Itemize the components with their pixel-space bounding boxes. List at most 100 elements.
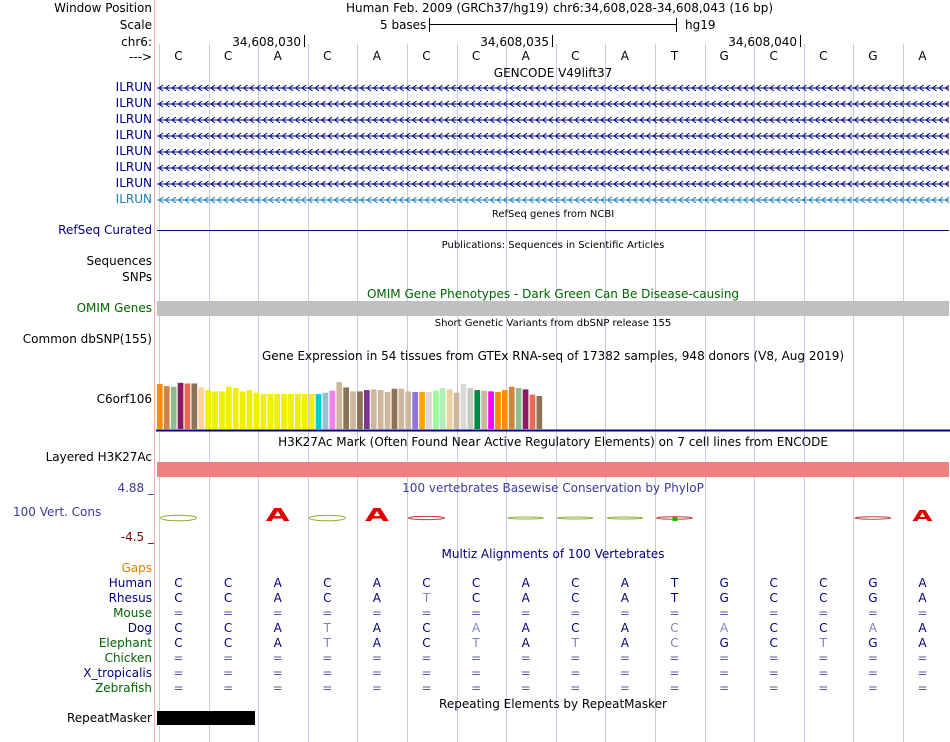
gencode-transcript-line[interactable] <box>157 195 949 205</box>
gencode-transcript-line[interactable] <box>157 99 949 109</box>
gencode-transcript-label[interactable]: ILRUN <box>115 192 152 206</box>
omim-label[interactable]: OMIM Genes <box>76 301 152 315</box>
alignment-base: C <box>819 576 828 590</box>
dbsnp-label[interactable]: Common dbSNP(155) <box>22 332 152 346</box>
gtex-tissue-bar <box>419 392 425 429</box>
ruler-tick-label: 34,608,040 <box>728 35 797 49</box>
alignment-base: = <box>619 681 630 695</box>
gtex-gene-label[interactable]: C6orf106 <box>96 392 152 406</box>
gencode-transcript-label[interactable]: ILRUN <box>115 160 152 174</box>
gtex-tissue-bar <box>384 392 391 429</box>
gencode-transcript-label[interactable]: ILRUN <box>115 96 152 110</box>
alignment-base: = <box>570 666 581 680</box>
phylop-label[interactable]: 100 Vert. Cons <box>13 505 102 519</box>
gtex-tissue-bar <box>364 390 370 429</box>
window-position-label: Window Position <box>54 1 152 15</box>
alignment-base: = <box>768 606 779 620</box>
gtex-tissue-bar <box>467 388 474 429</box>
strand-arrow-label: ---> <box>128 50 152 64</box>
alignment-base: = <box>173 681 184 695</box>
repeatmasker-label[interactable]: RepeatMasker <box>66 711 152 725</box>
alignment-base: = <box>520 681 531 695</box>
gtex-tissue-bar <box>398 388 405 429</box>
species-label[interactable]: Human <box>108 576 152 590</box>
alignment-base: C <box>571 591 580 605</box>
alignment-base: A <box>273 621 282 635</box>
gtex-tissue-bar <box>274 394 280 429</box>
alignment-base: = <box>669 651 680 665</box>
refseq-title: RefSeq genes from NCBI <box>491 209 615 220</box>
alignment-base: = <box>818 651 829 665</box>
gencode-transcript-line[interactable] <box>157 147 949 157</box>
sequences-label[interactable]: Sequences <box>86 254 152 268</box>
alignment-base: = <box>818 666 829 680</box>
gtex-bar-chart[interactable] <box>156 362 950 434</box>
alignment-base: = <box>719 606 730 620</box>
species-label[interactable]: Dog <box>127 621 152 635</box>
alignment-base: = <box>768 651 779 665</box>
alignment-base: A <box>273 591 282 605</box>
alignment-base: = <box>570 651 581 665</box>
alignment-base: = <box>520 666 531 680</box>
h3k27ac-title: H3K27Ac Mark (Often Found Near Active Re… <box>278 435 828 449</box>
dbsnp-title: Short Genetic Variants from dbSNP releas… <box>434 318 672 329</box>
alignment-base: = <box>619 606 630 620</box>
alignment-base: T <box>571 636 579 650</box>
gtex-tissue-bar <box>212 391 218 429</box>
h3k27ac-label[interactable]: Layered H3K27Ac <box>45 450 152 464</box>
scale-text: 5 bases <box>380 18 427 32</box>
alignment-base: = <box>867 651 878 665</box>
phylop-score-mark <box>854 516 892 520</box>
gencode-transcript-label[interactable]: ILRUN <box>115 144 152 158</box>
sequence-base: C <box>819 49 828 63</box>
alignment-base: = <box>421 651 432 665</box>
gencode-transcript-label[interactable]: ILRUN <box>115 176 152 190</box>
alignment-base: C <box>174 636 183 650</box>
species-label[interactable]: Mouse <box>113 606 152 620</box>
snps-label[interactable]: SNPs <box>122 270 152 284</box>
h3k27ac-signal-bar[interactable] <box>157 462 949 477</box>
alignment-base: C <box>769 576 778 590</box>
gencode-transcript-line[interactable] <box>157 115 949 125</box>
gtex-tissue-bar <box>495 392 501 429</box>
refseq-label[interactable]: RefSeq Curated <box>58 223 152 237</box>
gtex-tissue-bar <box>336 382 343 429</box>
refseq-gene-line[interactable] <box>157 230 949 231</box>
gencode-transcript-line[interactable] <box>157 83 949 93</box>
gtex-tissue-bar <box>370 389 377 429</box>
alignment-base: A <box>471 621 481 635</box>
alignment-base: C <box>422 576 431 590</box>
alignment-base: = <box>471 666 482 680</box>
sequence-base: A <box>620 49 629 63</box>
alignment-base: = <box>223 666 234 680</box>
gencode-transcript-label[interactable]: ILRUN <box>115 80 152 94</box>
sequence-base: C <box>223 49 233 63</box>
alignment-base: G <box>719 576 729 590</box>
alignment-base: = <box>619 651 630 665</box>
scale-label: Scale <box>119 18 152 32</box>
alignment-base: C <box>819 591 828 605</box>
gencode-transcript-line[interactable] <box>157 131 949 141</box>
gencode-transcript-line[interactable] <box>157 163 949 173</box>
species-label[interactable]: Rhesus <box>108 591 152 605</box>
gtex-tissue-bar <box>426 392 432 429</box>
phylop-score-mark <box>556 516 594 520</box>
species-label[interactable]: Chicken <box>104 651 152 665</box>
gencode-transcript-label[interactable]: ILRUN <box>115 128 152 142</box>
alignment-base: A <box>521 621 530 635</box>
repeatmasker-element[interactable] <box>157 711 255 725</box>
gencode-transcript-line[interactable] <box>157 179 949 189</box>
sequence-base: A <box>372 49 381 63</box>
omim-feature-bar[interactable] <box>157 301 949 316</box>
alignment-base: = <box>223 606 234 620</box>
gtex-tissue-bar <box>405 391 412 429</box>
alignment-base: A <box>521 636 530 650</box>
species-label[interactable]: Elephant <box>98 636 152 650</box>
alignment-base: = <box>768 681 779 695</box>
gtex-tissue-bar <box>522 389 529 429</box>
scale-db: hg19 <box>685 18 716 32</box>
species-label[interactable]: X_tropicalis <box>83 666 152 680</box>
species-label[interactable]: Zebrafish <box>95 681 152 695</box>
gencode-transcript-label[interactable]: ILRUN <box>115 112 152 126</box>
